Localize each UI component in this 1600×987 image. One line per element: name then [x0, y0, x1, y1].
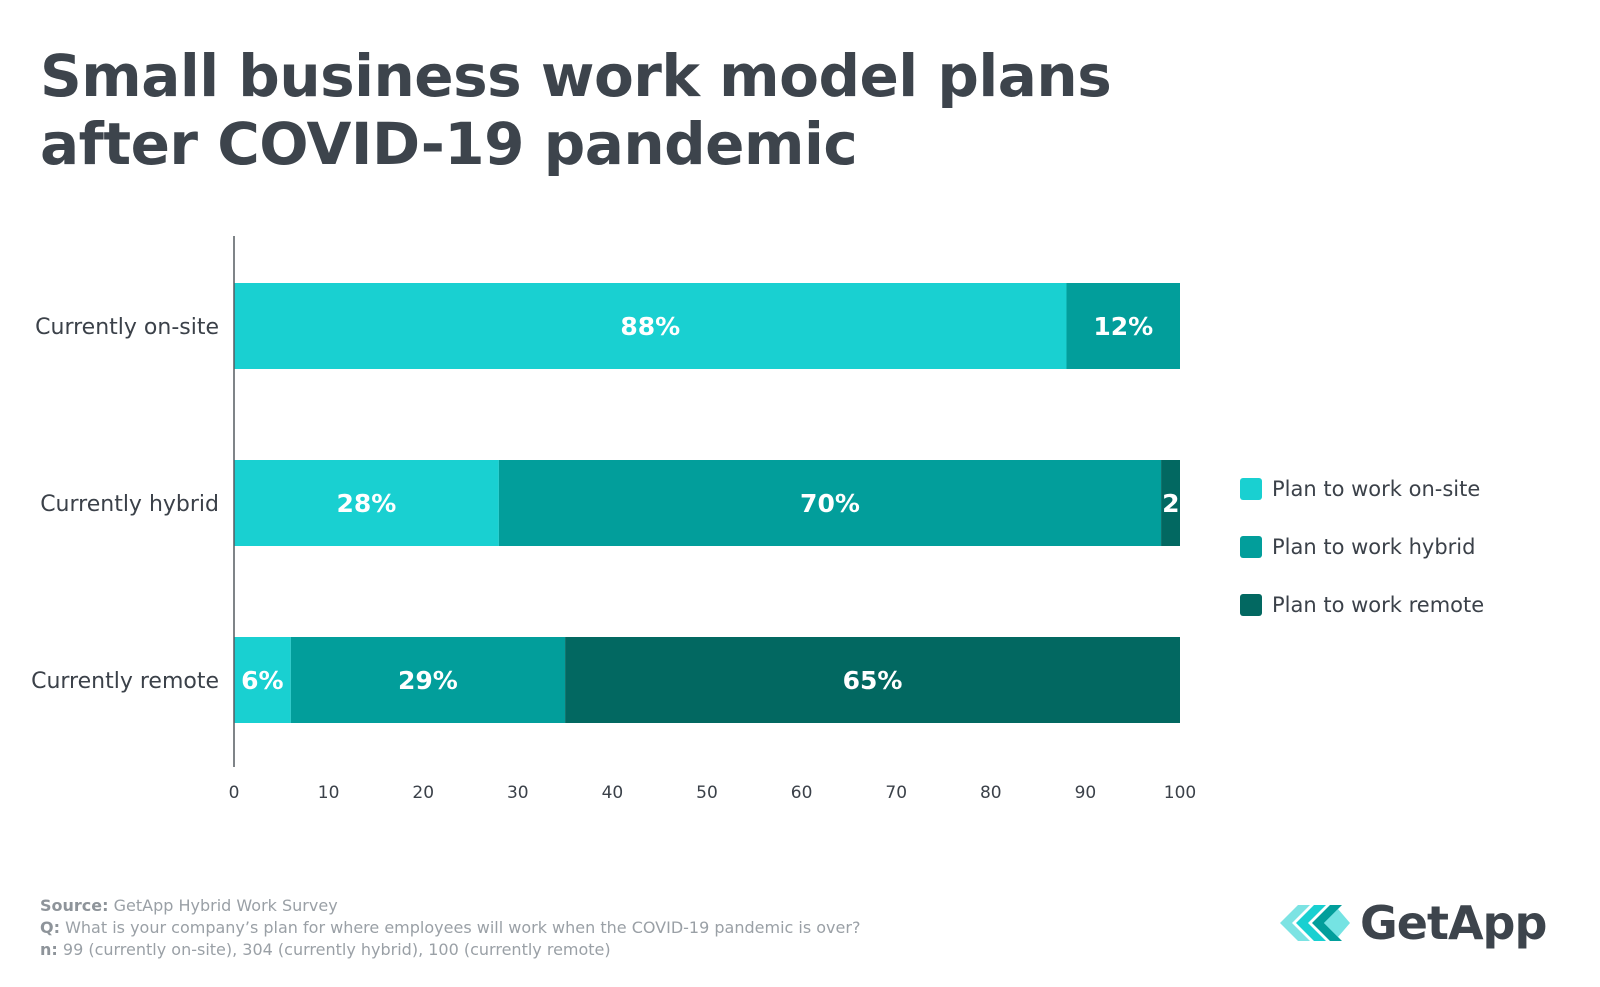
x-axis: 0 10 20 30 40 50 60 70 80 90 100: [229, 236, 1196, 803]
footnote-sample-key: n:: [40, 940, 58, 959]
legend-label-remote: Plan to work remote: [1272, 593, 1485, 617]
x-tick-label-50: 50: [696, 783, 718, 803]
footnote-source-key: Source:: [40, 896, 109, 915]
bar-currently-remote-plan-to-work-remote-label: 65%: [843, 666, 903, 695]
x-tick-label-40: 40: [602, 783, 624, 803]
x-tick-label-20: 20: [412, 783, 434, 803]
bar-currently-hybrid-plan-to-work-hybrid-label: 70%: [800, 489, 860, 518]
logo-text: GetApp: [1360, 896, 1547, 950]
legend-item-hybrid: Plan to work hybrid: [1240, 518, 1484, 576]
bar-currently-hybrid-plan-to-work-remote-label: 2: [1162, 489, 1179, 518]
category-label-currently-on-site: Currently on-site: [35, 315, 219, 340]
x-tick-label-10: 10: [318, 783, 340, 803]
legend-swatch-remote: [1240, 594, 1262, 616]
bar-currently-on-site-plan-to-work-hybrid-label: 12%: [1093, 312, 1153, 341]
bar-currently-remote-plan-to-work-hybrid-label: 29%: [398, 666, 458, 695]
legend-swatch-onsite: [1240, 478, 1262, 500]
footnote-source-text: GetApp Hybrid Work Survey: [108, 896, 338, 915]
legend-item-remote: Plan to work remote: [1240, 576, 1484, 634]
bars-layer: 88% 12% 28% 70% 2 6% 29% 65%: [234, 283, 1180, 723]
category-label-currently-hybrid: Currently hybrid: [40, 492, 219, 517]
x-tick-label-80: 80: [980, 783, 1002, 803]
legend-label-onsite: Plan to work on-site: [1272, 477, 1481, 501]
bar-currently-remote-plan-to-work-hybrid: [290, 637, 566, 723]
footnote-sample-text: 99 (currently on-site), 304 (currently h…: [57, 940, 611, 959]
footnote-sample: n: 99 (currently on-site), 304 (currentl…: [40, 939, 860, 961]
x-tick-label-70: 70: [885, 783, 907, 803]
x-tick-label-30: 30: [507, 783, 529, 803]
legend-swatch-hybrid: [1240, 536, 1262, 558]
legend-label-hybrid: Plan to work hybrid: [1272, 535, 1476, 559]
bar-currently-on-site-plan-to-work-on-site: [234, 283, 1067, 369]
category-label-currently-remote: Currently remote: [31, 669, 219, 694]
bar-currently-on-site-plan-to-work-hybrid: [1066, 283, 1180, 369]
footnote-question-text: What is your company’s plan for where em…: [60, 918, 861, 937]
bar-currently-remote-plan-to-work-on-site: [234, 637, 291, 723]
x-tick-label-60: 60: [791, 783, 813, 803]
legend-item-onsite: Plan to work on-site: [1240, 460, 1484, 518]
x-tick-label-100: 100: [1164, 783, 1196, 803]
x-tick-label-90: 90: [1075, 783, 1097, 803]
page-title: Small business work model plans after CO…: [40, 42, 1112, 178]
bar-currently-hybrid-plan-to-work-remote: [1161, 460, 1180, 546]
title-line-1: Small business work model plans: [40, 42, 1112, 110]
footnote-question-key: Q:: [40, 918, 60, 937]
getapp-logo: GetApp: [1280, 896, 1547, 950]
footnote-question: Q: What is your company’s plan for where…: [40, 917, 860, 939]
legend: Plan to work on-site Plan to work hybrid…: [1240, 460, 1484, 634]
bar-currently-hybrid-plan-to-work-on-site: [234, 460, 499, 546]
getapp-chevrons-icon: [1280, 905, 1350, 941]
x-tick-label-0: 0: [229, 783, 240, 803]
bar-currently-remote-plan-to-work-remote: [565, 637, 1180, 723]
bar-currently-on-site-plan-to-work-on-site-label: 88%: [620, 312, 680, 341]
footnotes: Source: GetApp Hybrid Work Survey Q: Wha…: [40, 895, 860, 961]
bar-currently-hybrid-plan-to-work-on-site-label: 28%: [337, 489, 397, 518]
footnote-source: Source: GetApp Hybrid Work Survey: [40, 895, 860, 917]
bar-currently-remote-plan-to-work-on-site-label: 6%: [241, 666, 283, 695]
category-labels: Currently on-site Currently hybrid Current…: [31, 315, 219, 694]
bar-currently-hybrid-plan-to-work-hybrid: [498, 460, 1162, 546]
title-line-2: after COVID-19 pandemic: [40, 110, 858, 178]
